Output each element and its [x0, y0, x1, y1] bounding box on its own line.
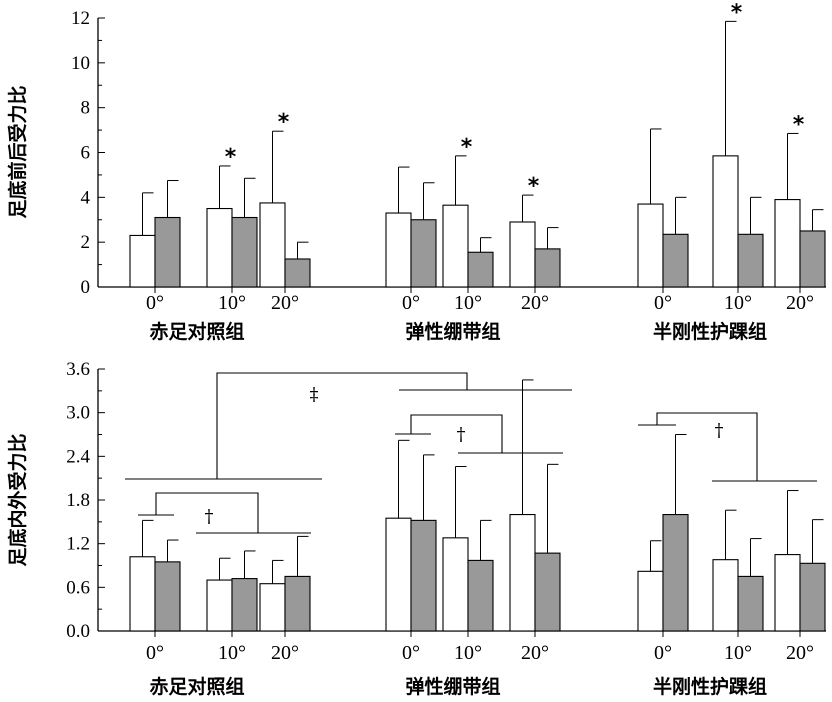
bar [154, 216, 181, 288]
y-axis-label: 足底内外受力比 [6, 433, 29, 566]
x-condition-label: 0° [146, 292, 164, 314]
bar [712, 559, 739, 632]
bar [129, 234, 156, 288]
bar [774, 554, 801, 632]
bar [154, 561, 181, 632]
group-label: 半刚性护踝组 [653, 320, 767, 343]
dagger-mark: † [715, 420, 724, 441]
bar [385, 517, 412, 632]
bar [442, 204, 469, 288]
group-label: 弹性绷带组 [405, 320, 500, 343]
bar [259, 583, 286, 632]
bar [231, 216, 258, 288]
bar [284, 575, 311, 632]
y-tick-label: 3.6 [66, 359, 90, 380]
bar [284, 258, 311, 288]
y-tick-label: 2.4 [66, 446, 90, 467]
bar [410, 219, 437, 288]
group-label: 弹性绷带组 [405, 675, 500, 698]
bar [385, 212, 412, 288]
bar [799, 562, 826, 632]
x-condition-label: 20° [271, 292, 299, 314]
bar [662, 514, 689, 632]
bar [737, 575, 764, 632]
bar [509, 221, 536, 288]
y-tick-label: 12 [71, 8, 90, 29]
x-condition-label: 10° [218, 642, 246, 664]
x-condition-label: 20° [271, 642, 299, 664]
bar [737, 233, 764, 288]
y-tick-label: 8 [81, 98, 91, 119]
x-condition-label: 0° [654, 642, 672, 664]
y-tick-label: 0 [81, 277, 91, 298]
y-tick-label: 6 [81, 143, 91, 164]
y-tick-label: 1.2 [66, 534, 90, 555]
x-condition-label: 10° [724, 292, 752, 314]
bar [467, 559, 494, 632]
group-label: 半刚性护踝组 [653, 675, 767, 698]
bar [637, 570, 664, 632]
bar [467, 251, 494, 288]
double-dagger-mark: ‡ [310, 384, 319, 405]
y-tick-label: 4 [81, 187, 91, 208]
bar [662, 233, 689, 288]
group-label: 赤足对照组 [149, 675, 244, 698]
bar [509, 514, 536, 632]
significance-star: * [528, 174, 540, 199]
dagger-mark: † [457, 424, 466, 445]
y-tick-label: 2 [81, 232, 91, 253]
bar [206, 207, 233, 288]
x-condition-label: 0° [654, 292, 672, 314]
significance-star: * [461, 135, 473, 160]
x-condition-label: 0° [146, 642, 164, 664]
x-condition-label: 10° [454, 292, 482, 314]
significance-bracket [155, 492, 259, 533]
x-condition-label: 0° [402, 642, 420, 664]
chart-bottom-mediolateral: 0.0 0.6 1.2 1.8 2.4 3.0 3.6 0° 10° 20° 赤足对照组 0° 10° 2… [6, 359, 826, 698]
significance-star: * [793, 112, 805, 137]
bar [799, 230, 826, 288]
bar [712, 155, 739, 288]
x-condition-label: 0° [402, 292, 420, 314]
bar [259, 202, 286, 288]
x-condition-label: 20° [521, 292, 549, 314]
bar [206, 579, 233, 632]
bar [534, 552, 561, 632]
bar [129, 556, 156, 632]
significance-bracket [216, 372, 468, 479]
significance-star: * [225, 145, 237, 170]
y-tick-label: 0.6 [66, 577, 90, 598]
bar [534, 248, 561, 288]
y-axis-label: 足底前后受力比 [6, 85, 29, 218]
y-tick-label: 1.8 [66, 490, 90, 511]
significance-bracket [410, 414, 503, 453]
bar [637, 203, 664, 288]
y-tick-label: 3.0 [66, 403, 90, 424]
significance-bracket [656, 412, 758, 481]
bar [442, 537, 469, 632]
y-tick-label: 0.0 [66, 621, 90, 642]
x-condition-label: 10° [454, 642, 482, 664]
dagger-mark: † [205, 506, 214, 527]
significance-star: * [278, 110, 290, 135]
bar [774, 199, 801, 288]
bar [410, 519, 437, 632]
x-condition-label: 20° [786, 292, 814, 314]
chart-top-anteroposterior: 0 2 4 6 8 10 12 0° 10° 20° 赤足对照组 0° 10° 20° 弹性绷带组 0° 10°… [6, 0, 826, 343]
x-condition-label: 20° [786, 642, 814, 664]
x-condition-label: 10° [218, 292, 246, 314]
x-condition-label: 10° [724, 642, 752, 664]
bar [231, 578, 258, 632]
group-label: 赤足对照组 [149, 320, 244, 343]
y-tick-label: 10 [71, 53, 90, 74]
significance-star: * [731, 0, 743, 25]
x-condition-label: 20° [521, 642, 549, 664]
